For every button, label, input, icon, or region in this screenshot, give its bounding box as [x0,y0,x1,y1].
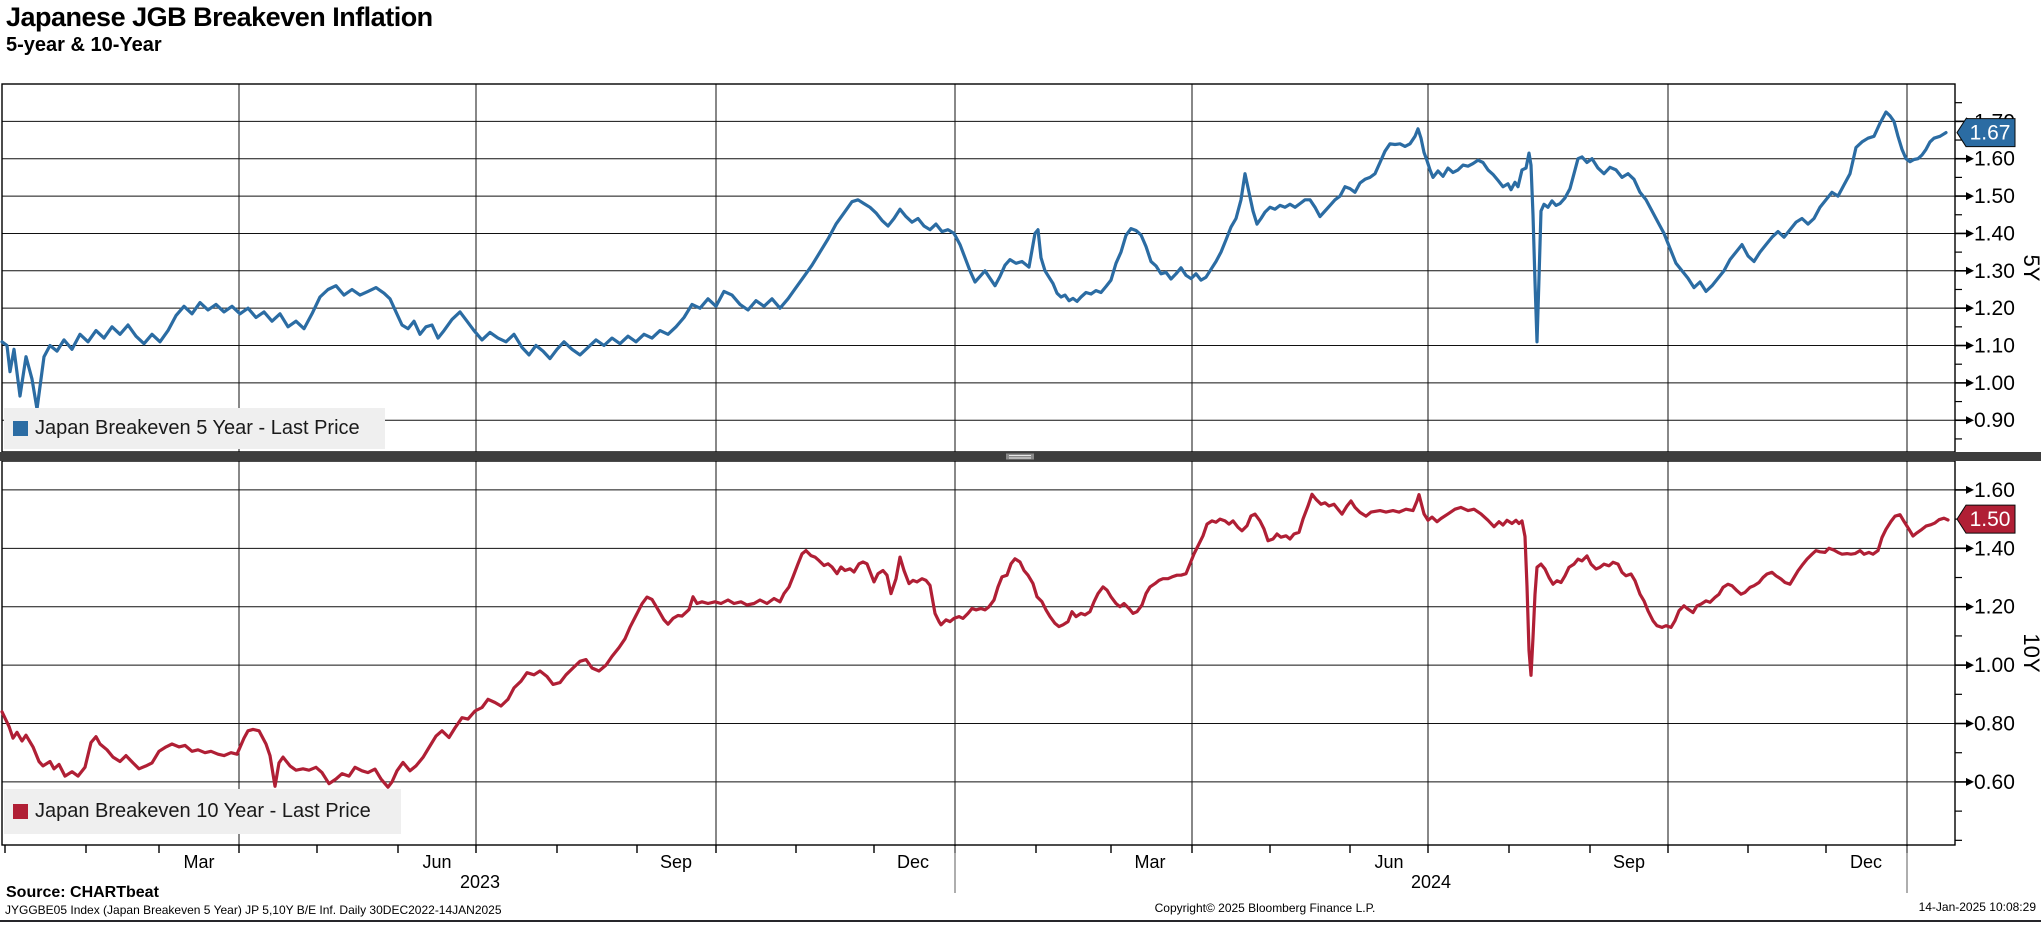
y-tick-label: 0.90 [1974,409,2015,432]
y-tick-arrow-icon [1966,341,1974,350]
y-tick-arrow-icon [1966,192,1974,201]
page-title: Japanese JGB Breakeven Inflation [6,2,433,32]
y-axis-title-10y: 10Y [2019,633,2041,672]
y-tick-label: 0.80 [1974,713,2015,736]
y-tick-label: 1.60 [1974,479,2015,502]
y-tick-arrow-icon [1966,378,1974,387]
x-month-label: Jun [1374,852,1403,872]
legend-label-10y: Japan Breakeven 10 Year - Last Price [35,800,371,822]
y-tick-arrow-icon [1966,416,1974,425]
y-axis-title-5y: 5Y [2019,255,2041,282]
panel-frame [1,83,1956,453]
y-tick-arrow-icon [1966,266,1974,275]
y-tick-label: 1.20 [1974,596,2015,619]
last-price-value: 1.67 [1970,122,2011,145]
x-month-label: Jun [422,852,451,872]
legend-swatch-5y-icon [13,421,28,436]
y-tick-arrow-icon [1966,719,1974,728]
ticker-info: JYGGBE05 Index (Japan Breakeven 5 Year) … [5,903,502,917]
y-tick-label: 1.60 [1974,148,2015,171]
y-tick-label: 1.00 [1974,372,2015,395]
x-month-label: Sep [1613,852,1645,872]
y-tick-label: 1.50 [1974,185,2015,208]
legend-10y[interactable]: Japan Breakeven 10 Year - Last Price [4,789,401,834]
x-month-label: Dec [1850,852,1882,872]
legend-swatch-10y-icon [13,804,28,819]
copyright-text: Copyright© 2025 Bloomberg Finance L.P. [1154,901,1376,915]
y-tick-label: 1.30 [1974,260,2015,283]
y-tick-arrow-icon [1966,602,1974,611]
legend-label-5y: Japan Breakeven 5 Year - Last Price [35,417,360,439]
last-price-value: 1.50 [1970,508,2011,531]
panel-frame [1,460,1956,846]
y-tick-label: 1.40 [1974,537,2015,560]
y-tick-arrow-icon [1966,661,1974,670]
x-month-label: Dec [897,852,929,872]
y-tick-arrow-icon [1966,304,1974,313]
last-price-badge-5y [1956,118,2016,148]
last-price-badge-10y [1956,504,2016,534]
y-tick-label: 1.20 [1974,297,2015,320]
source-label: Source: CHARTbeat [6,884,159,901]
timestamp: 14-Jan-2025 10:08:29 [1918,900,2036,914]
series-line-5y [0,110,1948,411]
x-month-label: Mar [1135,852,1166,872]
y-tick-arrow-icon [1966,777,1974,786]
pane-resize-grip[interactable] [1006,453,1034,460]
y-tick-label: 1.10 [1974,335,2015,358]
x-year-label: 2024 [1411,872,1451,892]
legend-5y[interactable]: Japan Breakeven 5 Year - Last Price [4,408,385,449]
y-tick-arrow-icon [1966,485,1974,494]
bottom-divider [0,920,2041,922]
y-tick-label: 1.00 [1974,654,2015,677]
x-year-label: 2023 [460,872,500,892]
y-tick-arrow-icon [1966,229,1974,238]
x-month-label: Mar [184,852,215,872]
y-tick-arrow-icon [1966,544,1974,553]
y-tick-label: 1.40 [1974,222,2015,245]
y-tick-arrow-icon [1966,154,1974,163]
y-tick-label: 0.60 [1974,771,2015,794]
page-subtitle: 5-year & 10-Year [6,34,162,56]
series-line-10y [0,492,1950,789]
x-month-label: Sep [660,852,692,872]
